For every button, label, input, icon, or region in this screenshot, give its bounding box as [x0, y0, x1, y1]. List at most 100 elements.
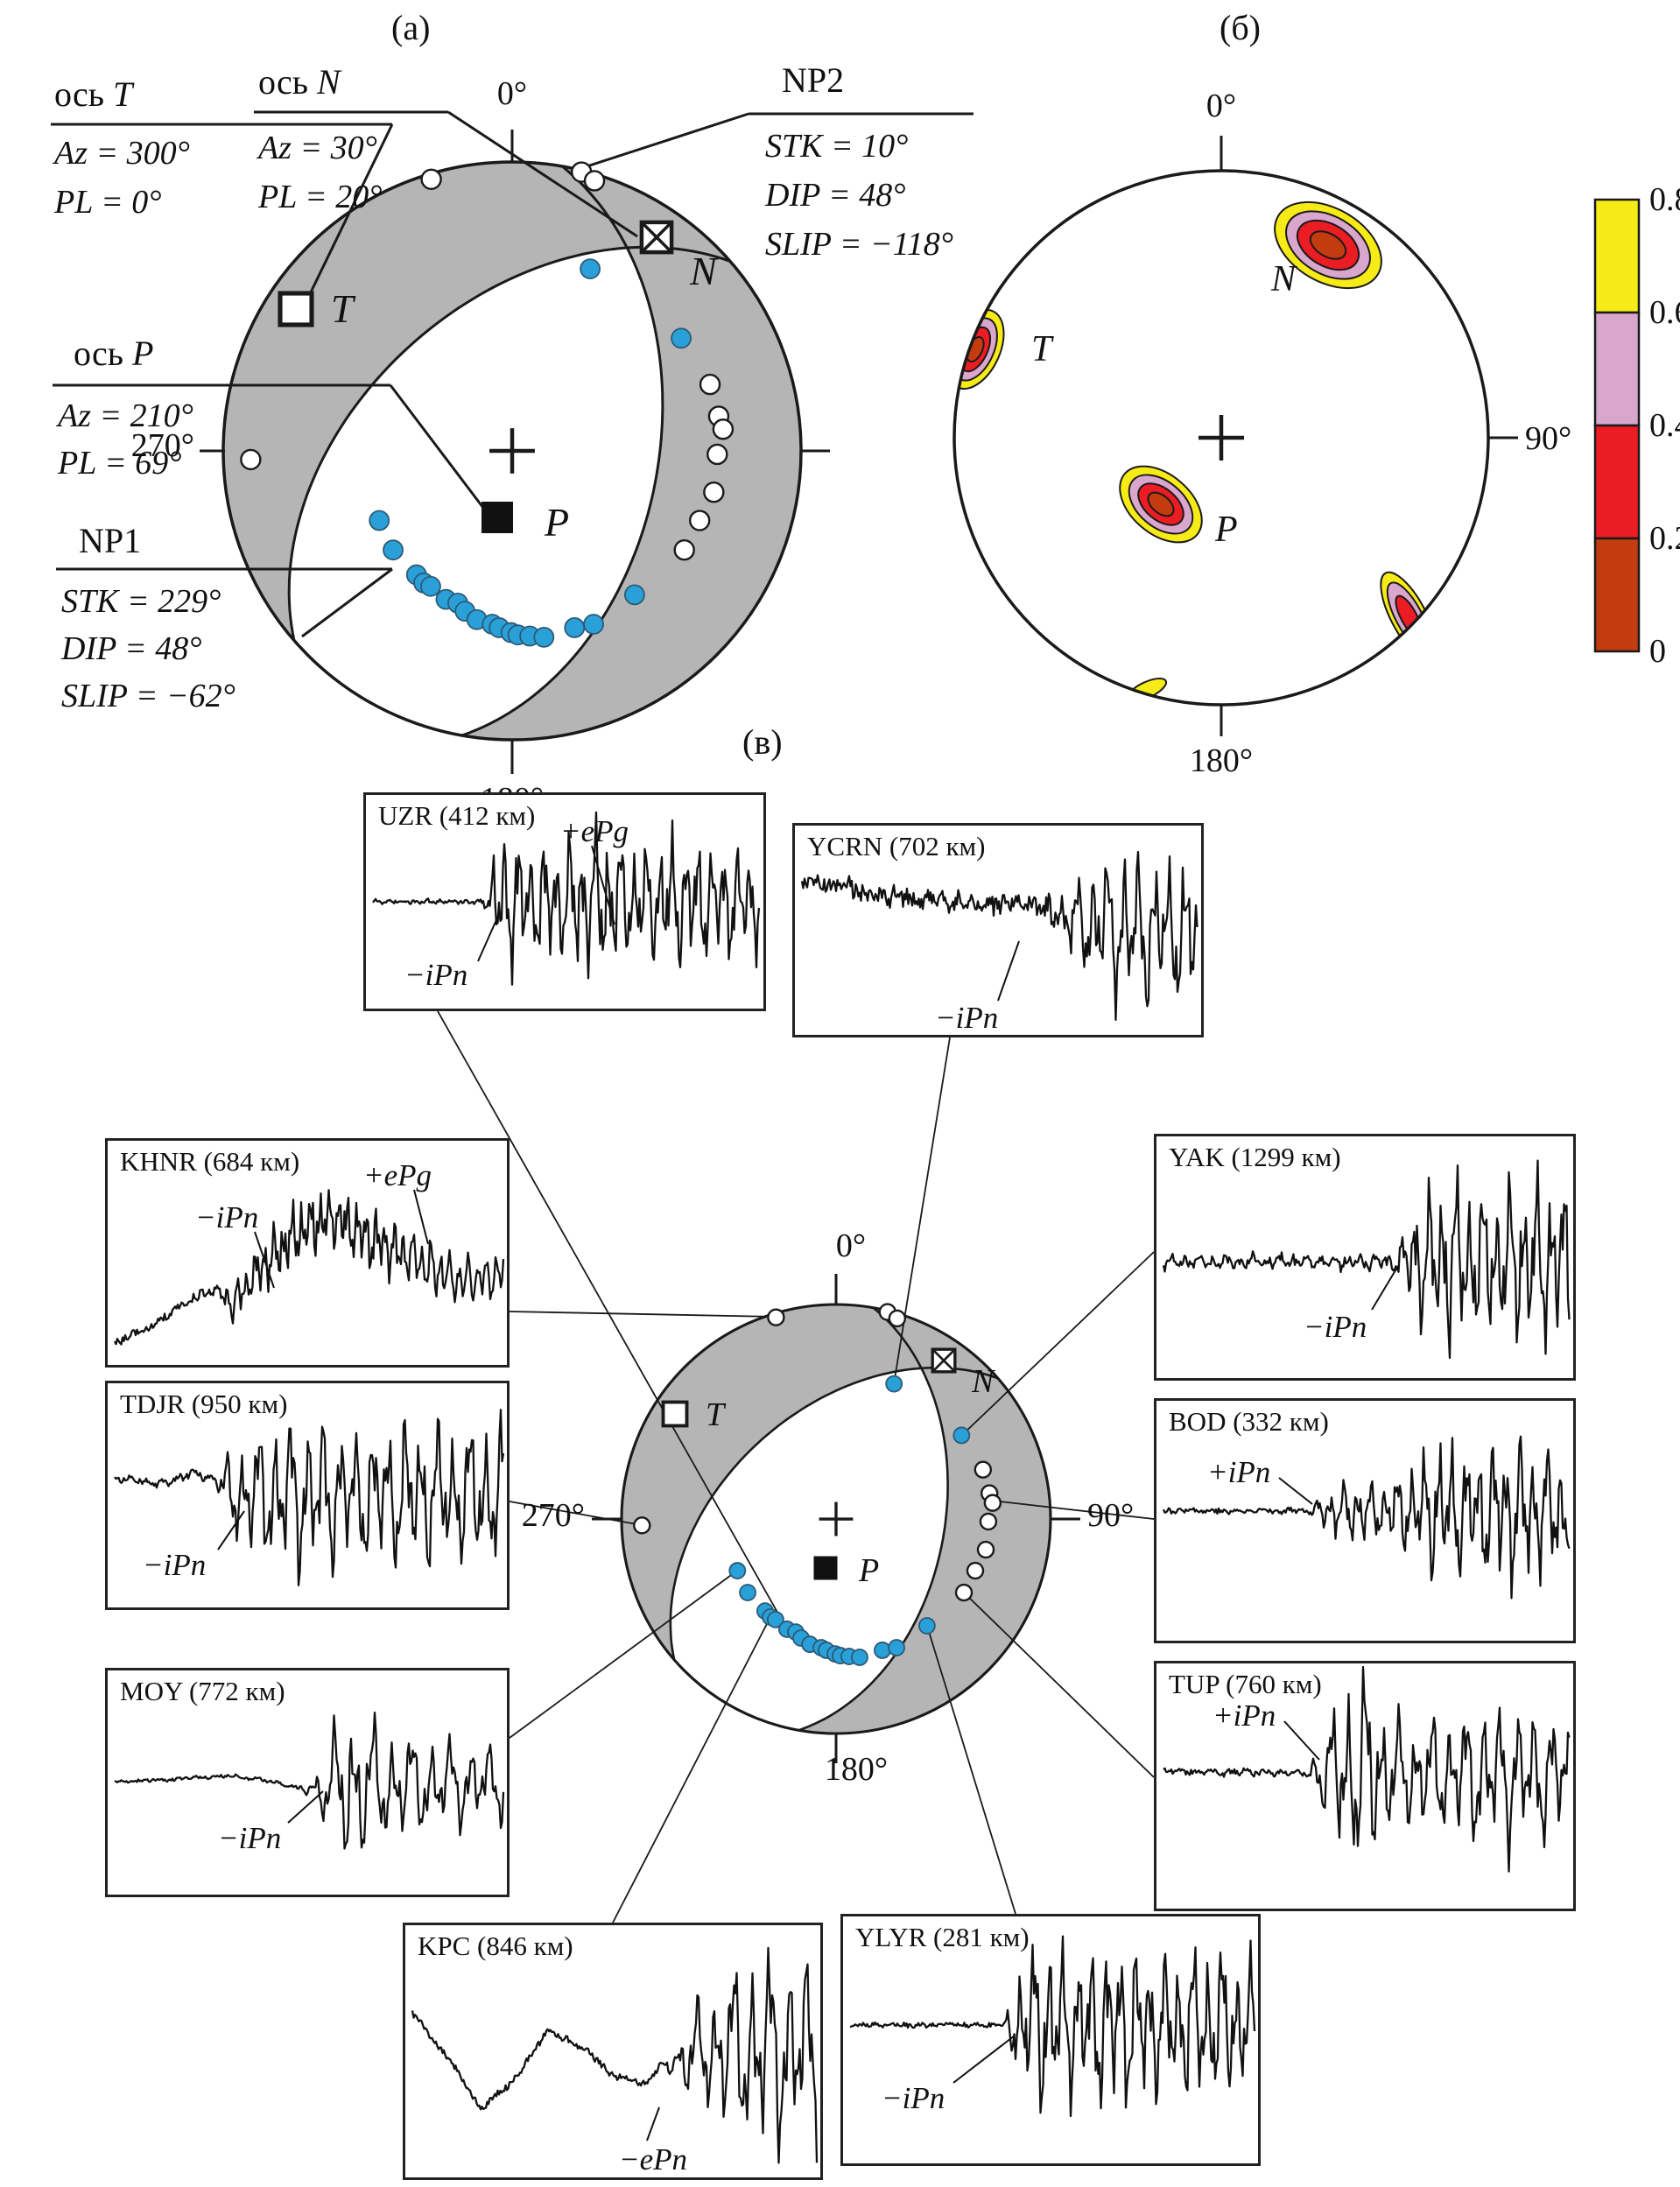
phase-label-MOY: −iPn: [218, 1821, 282, 1855]
phase-label-KHNR: −iPn: [195, 1200, 259, 1234]
compression-dot: [533, 626, 555, 648]
compression-dot: [851, 1649, 868, 1666]
station-title-YAK: YAK (1299 км): [1169, 1142, 1341, 1172]
nodal-plane-arc: [287, 245, 731, 641]
compression-quadrant: [223, 162, 731, 641]
axis-t-block-title: ось T: [54, 74, 133, 114]
nodal-plane-arc: [461, 165, 664, 737]
seismogram-YLYR: [849, 1935, 1256, 2118]
phase-leader: [477, 913, 500, 962]
leader-YLYR: [926, 1625, 1016, 1915]
density-blob: [1274, 200, 1382, 290]
colorbar-label-06: 0.6: [1649, 294, 1680, 331]
compression-dot: [564, 617, 586, 638]
axis-letter-n: N: [689, 249, 719, 293]
np1-slip: SLIP = −62°: [61, 678, 235, 714]
label-leader: [301, 567, 393, 638]
colorbar-segment: [1593, 198, 1641, 314]
phase-leader: [254, 1231, 275, 1289]
axis-t-pl: PL = 0°: [54, 184, 162, 221]
beachball: T N P: [51, 110, 974, 774]
panel-v-tag: (в): [742, 722, 783, 762]
station-box-TUP: TUP (760 км) +iPn: [1154, 1661, 1576, 1911]
phase-leader: [413, 1189, 429, 1245]
compression-dot: [583, 614, 604, 635]
nodal-plane-arc: [669, 1366, 999, 1660]
station-title-MOY: MOY (772 км): [120, 1676, 285, 1706]
seismogram-UZR: [372, 811, 761, 986]
dilatation-dot: [979, 1512, 998, 1531]
compression-quadrant: [622, 1304, 998, 1660]
stereonet-rim: [952, 169, 1490, 707]
n-axis-x: [931, 1348, 956, 1373]
axis-n-block-title: ось N: [258, 62, 341, 102]
station-title-YCRN: YCRN (702 км): [807, 831, 986, 861]
phase-label-YLYR: −iPn: [882, 2081, 945, 2115]
t-axis-marker: [278, 291, 314, 327]
panel-b-tick-180: 180°: [1189, 742, 1254, 779]
station-title-KPC: KPC (846 км): [418, 1930, 573, 1961]
t-axis-marker: [661, 1400, 689, 1428]
panel-a-tick-0: 0°: [496, 75, 528, 112]
colorbar-segment: [1593, 424, 1641, 540]
compression-quadrant: [461, 166, 801, 740]
phase-leader: [1371, 1265, 1399, 1311]
axis-letter-p: P: [858, 1552, 879, 1589]
compression-dot: [671, 327, 692, 349]
seismogram-trace: [113, 1189, 505, 1346]
station-title-UZR: UZR (412 км): [378, 800, 536, 831]
panel-b-tag: (б): [1220, 8, 1261, 47]
phase-label-KPC: −ePn: [619, 2142, 688, 2176]
compression-dot: [580, 258, 601, 280]
np1-stk: STK = 229°: [61, 583, 221, 620]
seismogram-trace: [114, 1409, 505, 1586]
seismogram-TUP: [1163, 1665, 1571, 1873]
phase-label-UZR: +ePg: [560, 814, 629, 848]
leader-YCRN: [893, 1037, 951, 1385]
np2-dip: DIP = 48°: [765, 177, 906, 214]
station-title-YLYR: YLYR (281 км): [855, 1922, 1030, 1952]
dilatation-dot: [974, 1460, 993, 1479]
compression-dot: [917, 1617, 936, 1635]
dilatation-dot: [712, 418, 735, 440]
dilatation-dot: [954, 1583, 974, 1602]
colorbar-label-02: 0.2: [1649, 520, 1680, 557]
n-axis-x: [640, 221, 673, 254]
phase-leader: [591, 845, 615, 925]
seismogram-trace: [1162, 1159, 1571, 1360]
panel-b-tick-90: 90°: [1525, 420, 1572, 457]
dilatation-dot: [583, 170, 606, 192]
compression-dot: [739, 1584, 756, 1601]
seismogram-KHNR: [113, 1189, 505, 1346]
dilatation-dot: [983, 1494, 1002, 1512]
seismogram-YCRN: [800, 850, 1198, 1021]
dilatation-dot: [699, 373, 721, 396]
phase-leader: [646, 2106, 660, 2141]
compression-dot: [728, 1562, 747, 1579]
density-blob: [955, 308, 1005, 390]
dilatation-dot: [703, 481, 725, 503]
leader-KPC: [612, 1616, 771, 1923]
station-box-YCRN: YCRN (702 км) −iPn: [792, 823, 1204, 1037]
compression-dot: [874, 1642, 891, 1659]
np2-block-title: NP2: [782, 60, 845, 100]
label-leader: [447, 110, 638, 238]
seismogram-trace: [114, 1711, 505, 1850]
seismogram-trace: [411, 1946, 819, 2164]
dilatation-dot: [240, 448, 262, 471]
dilatation-dot: [633, 1516, 651, 1535]
compression-quadrant: [798, 1307, 1051, 1733]
phase-leader: [1278, 1477, 1313, 1505]
axis-p-block-title: ось P: [74, 334, 154, 373]
colorbar-segment: [1593, 537, 1641, 653]
phase-leader: [997, 940, 1020, 1002]
panel-v-tick-270: 270°: [521, 1497, 585, 1534]
station-box-YAK: YAK (1299 км) −iPn: [1154, 1134, 1576, 1381]
compression-dot: [383, 539, 404, 561]
leader-MOY: [509, 1570, 738, 1739]
seismogram-trace: [849, 1935, 1256, 2118]
phase-leader: [217, 1510, 245, 1551]
station-box-KPC: KPC (846 км) −ePn: [403, 1923, 823, 2180]
panel-v-tick-180: 180°: [824, 1751, 889, 1788]
